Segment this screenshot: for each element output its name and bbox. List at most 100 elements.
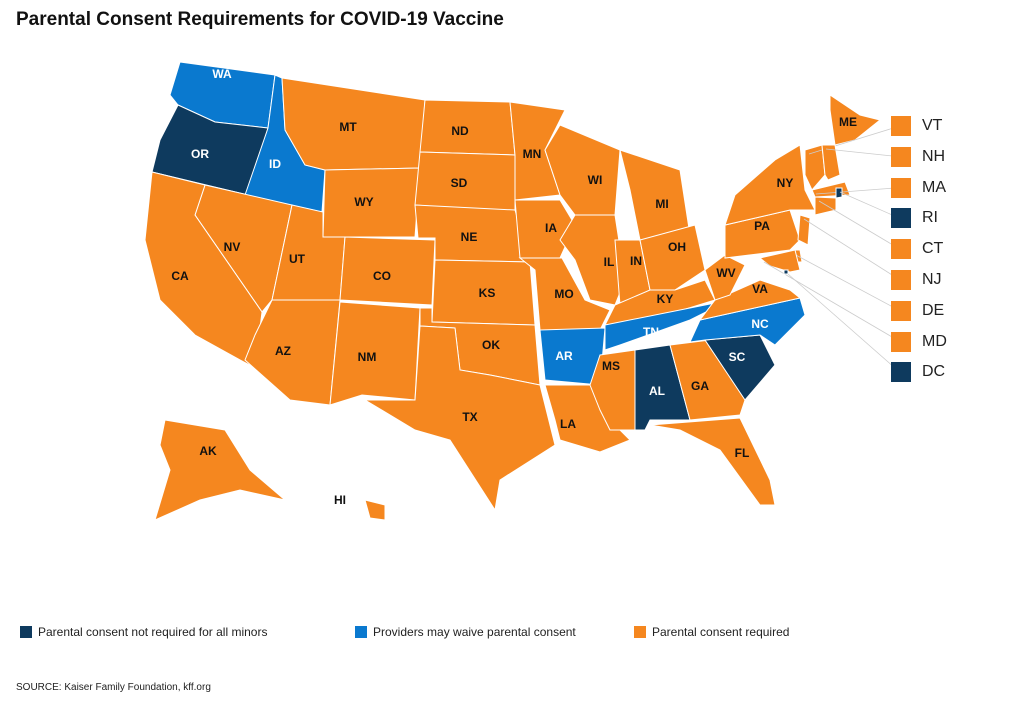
legend-item-may-waive: Providers may waive parental consent	[355, 625, 576, 639]
state-mo	[518, 257, 611, 331]
state-label-wi: WI	[588, 173, 603, 187]
small-state-label: DC	[922, 363, 946, 381]
leader-line	[787, 273, 901, 373]
state-ca	[144, 171, 263, 369]
legend-swatch	[355, 626, 367, 638]
state-label-id: ID	[269, 157, 281, 171]
state-mi	[619, 149, 691, 241]
leader-line	[839, 191, 901, 219]
state-hi	[364, 499, 386, 521]
state-il	[559, 214, 626, 306]
state-label-az: AZ	[275, 344, 291, 358]
state-label-mi: MI	[655, 197, 668, 211]
state-tx	[363, 325, 556, 512]
small-state-swatch	[891, 362, 911, 383]
state-label-mn: MN	[523, 147, 542, 161]
state-label-ny: NY	[777, 176, 794, 190]
small-state-ct: CT	[891, 239, 944, 260]
state-label-tx: TX	[462, 410, 477, 424]
small-state-md: MD	[891, 331, 947, 352]
state-vt	[804, 144, 826, 191]
state-wv	[704, 254, 746, 301]
state-label-or: OR	[191, 147, 209, 161]
leader-line	[815, 187, 901, 195]
legend-swatch	[20, 626, 32, 638]
state-wy	[322, 167, 421, 238]
state-dc	[783, 269, 789, 275]
small-state-swatch	[891, 177, 911, 198]
small-state-dc: DC	[891, 362, 946, 383]
state-ny	[724, 144, 816, 226]
state-label-ak: AK	[199, 444, 217, 458]
leader-line	[763, 261, 901, 342]
state-label-la: LA	[560, 417, 576, 431]
state-va	[698, 279, 802, 321]
state-label-ca: CA	[171, 269, 189, 283]
state-label-ky: KY	[657, 292, 674, 306]
leader-line	[803, 218, 901, 281]
small-state-swatch	[891, 146, 911, 167]
state-ct	[814, 196, 837, 216]
state-label-ne: NE	[461, 230, 478, 244]
small-state-swatch	[891, 270, 911, 290]
small-state-ri: RI	[891, 208, 938, 229]
small-state-label: NH	[922, 147, 946, 165]
state-nj	[797, 214, 811, 246]
state-label-wy: WY	[354, 195, 373, 209]
state-label-il: IL	[604, 255, 615, 269]
state-label-tn: TN	[643, 325, 659, 339]
leader-line	[793, 253, 901, 312]
state-label-hi: HI	[334, 493, 346, 507]
small-state-label: MA	[922, 178, 946, 196]
leader-line	[818, 200, 901, 250]
leader-line	[825, 148, 901, 158]
state-label-va: VA	[752, 282, 768, 296]
state-label-ga: GA	[691, 379, 709, 393]
state-label-ar: AR	[555, 349, 573, 363]
state-ma	[811, 181, 851, 198]
state-label-ok: OK	[482, 338, 500, 352]
state-label-me: ME	[839, 115, 857, 129]
small-state-nh: NH	[891, 146, 946, 167]
state-label-ks: KS	[479, 286, 496, 300]
state-ak	[154, 419, 286, 521]
state-label-co: CO	[373, 269, 391, 283]
state-label-ut: UT	[289, 252, 306, 266]
legend-label: Providers may waive parental consent	[373, 625, 576, 639]
legend-swatch	[634, 626, 646, 638]
state-label-nm: NM	[358, 350, 377, 364]
state-label-wa: WA	[212, 67, 232, 81]
small-state-vt: VT	[891, 116, 942, 136]
small-state-label: NJ	[922, 271, 942, 288]
small-state-label: DE	[922, 301, 945, 319]
legend-item-not-required: Parental consent not required for all mi…	[20, 625, 267, 639]
state-nh	[821, 144, 841, 181]
state-oh	[639, 224, 706, 291]
small-state-label: CT	[922, 240, 944, 258]
small-state-swatch	[891, 300, 911, 321]
state-label-sd: SD	[451, 176, 468, 190]
state-label-pa: PA	[754, 219, 770, 233]
small-state-label: VT	[922, 117, 943, 134]
small-state-nj: NJ	[891, 270, 942, 290]
small-state-swatch	[891, 208, 911, 229]
state-ri	[835, 187, 843, 199]
state-label-nv: NV	[224, 240, 241, 254]
legend-label: Parental consent not required for all mi…	[38, 625, 268, 639]
state-label-mo: MO	[554, 287, 573, 301]
small-state-label: MD	[922, 332, 947, 350]
state-label-in: IN	[630, 254, 642, 268]
state-label-al: AL	[649, 384, 665, 398]
small-state-swatch	[891, 239, 911, 260]
state-label-sc: SC	[729, 350, 746, 364]
state-label-oh: OH	[668, 240, 686, 254]
legend-label: Parental consent required	[652, 625, 790, 639]
small-state-ma: MA	[891, 177, 946, 198]
state-nc	[689, 297, 806, 346]
chart-title: Parental Consent Requirements for COVID-…	[16, 9, 504, 30]
state-label-fl: FL	[735, 446, 750, 460]
state-label-nc: NC	[751, 317, 769, 331]
state-label-ia: IA	[545, 221, 557, 235]
